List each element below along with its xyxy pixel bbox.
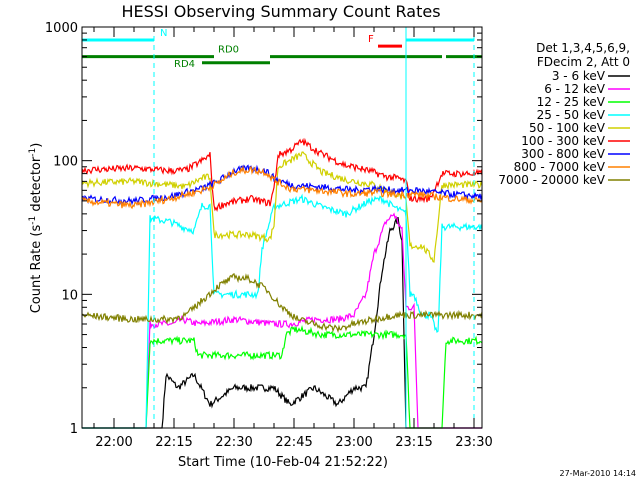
legend-label-800-7000-kev: 800 - 7000 keV xyxy=(514,160,606,174)
legend-header-line-2: FDecim 2, Att 0 xyxy=(537,55,630,69)
y-tick-label: 1000 xyxy=(45,21,78,36)
x-tick-label: 23:15 xyxy=(395,435,432,450)
flag-label-f: F xyxy=(368,34,374,45)
legend-label-7000-20000-kev: 7000 - 20000 keV xyxy=(498,173,605,187)
footer-date: 27-Mar-2010 14:14 xyxy=(560,469,637,478)
x-axis-label: Start Time (10-Feb-04 21:52:22) xyxy=(178,455,388,470)
legend-header-line-1: Det 1,3,4,5,6,9, xyxy=(536,41,630,55)
series-line-800-7000-kev xyxy=(81,165,483,210)
legend-label-50-100-kev: 50 - 100 keV xyxy=(529,121,606,135)
x-tick-label: 23:30 xyxy=(455,435,492,450)
flag-label-rd0: RD0 xyxy=(218,45,239,56)
legend-label-25-50-kev: 25 - 50 keV xyxy=(537,108,606,122)
series-line-7000-20000-kev xyxy=(81,273,483,334)
series-layer xyxy=(81,137,483,429)
series-line-50-100-kev xyxy=(81,151,483,263)
legend-label-300-800-kev: 300 - 800 keV xyxy=(521,147,605,161)
y-tick-label: 100 xyxy=(53,155,78,170)
y-axis-label-main: Count Rate (s xyxy=(29,225,44,314)
x-axis: 22:00 22:15 22:30 22:45 23:00 23:15 23:30 xyxy=(93,27,493,450)
y-axis-label-end: ) xyxy=(29,143,44,148)
y-axis: 1 10 100 1000 xyxy=(45,21,482,437)
marker-layer xyxy=(153,27,475,428)
legend-label-6-12-kev: 6 - 12 keV xyxy=(544,82,606,96)
y-tick-label: 1 xyxy=(70,422,78,437)
y-tick-label: 10 xyxy=(61,288,78,303)
y-axis-label-sup2: -1 xyxy=(28,148,38,157)
y-axis-label-sup1: -1 xyxy=(28,216,38,225)
legend: Det 1,3,4,5,6,9, FDecim 2, Att 0 3 - 6 k… xyxy=(498,41,630,187)
series-line-100-300-kev xyxy=(81,137,483,212)
series-line-6-12-kev xyxy=(82,212,482,429)
flag-label-n: N xyxy=(160,28,167,39)
chart-title: HESSI Observing Summary Count Rates xyxy=(121,2,440,21)
flag-label-rd4: RD4 xyxy=(174,59,195,70)
y-axis-label: Count Rate (s-1 detector-1) xyxy=(28,143,44,314)
state-flag-layer: N RD0 RD4 F xyxy=(82,28,482,70)
series-line-25-50-kev xyxy=(82,193,483,429)
x-tick-label: 22:45 xyxy=(275,435,312,450)
x-tick-label: 23:00 xyxy=(335,435,372,450)
legend-label-12-25-kev: 12 - 25 keV xyxy=(537,95,606,109)
x-tick-label: 22:15 xyxy=(155,435,192,450)
legend-label-3-6-kev: 3 - 6 keV xyxy=(552,69,606,83)
plot-frame xyxy=(81,26,483,429)
legend-label-100-300-kev: 100 - 300 keV xyxy=(521,134,605,148)
y-axis-label-mid: detector xyxy=(29,156,44,216)
x-tick-label: 22:30 xyxy=(215,435,252,450)
x-tick-label: 22:00 xyxy=(95,435,132,450)
